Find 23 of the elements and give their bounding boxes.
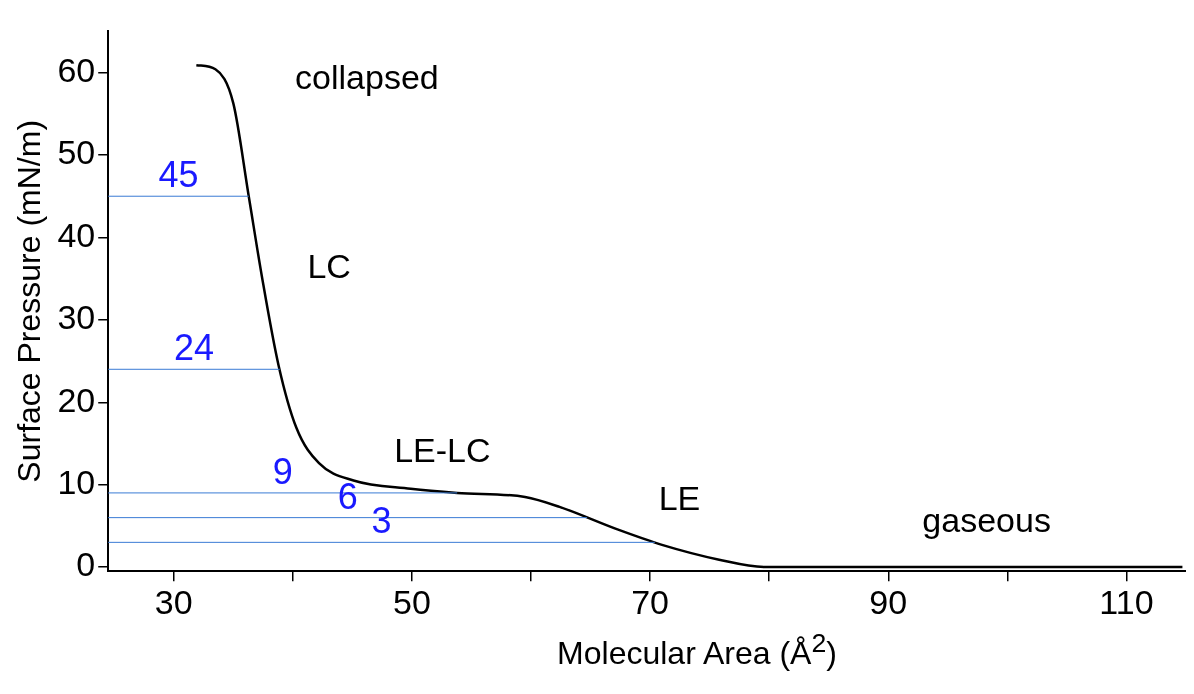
- ref-line-label: 9: [272, 450, 293, 492]
- x-axis-title: Molecular Area (Å$^{2}$): [556, 628, 838, 672]
- y-axis-title: Surface Pressure (mN/m): [11, 119, 48, 483]
- y-tick-label: 20: [57, 380, 96, 419]
- annotation: gaseous: [922, 500, 1051, 539]
- y-tick-label: 10: [57, 463, 96, 502]
- annotation: LE-LC: [394, 430, 491, 469]
- ref-line-label: 45: [158, 154, 199, 196]
- ref-line-label: 24: [173, 327, 214, 369]
- y-tick-label: 50: [57, 133, 96, 172]
- annotation: LC: [307, 247, 351, 286]
- x-tick-label: 110: [1099, 582, 1154, 621]
- x-tick-label: 50: [392, 582, 431, 621]
- y-tick-label: 60: [57, 50, 96, 89]
- y-tick-label: 0: [76, 545, 96, 584]
- x-tick-label: 90: [869, 582, 908, 621]
- x-tick-label: 70: [631, 582, 669, 621]
- x-tick-label: 30: [154, 582, 193, 621]
- annotation: collapsed: [295, 58, 439, 97]
- annotation: LE: [658, 479, 701, 518]
- y-tick-label: 30: [57, 298, 96, 337]
- y-tick-label: 40: [57, 215, 96, 254]
- ref-line-label: 6: [337, 475, 358, 517]
